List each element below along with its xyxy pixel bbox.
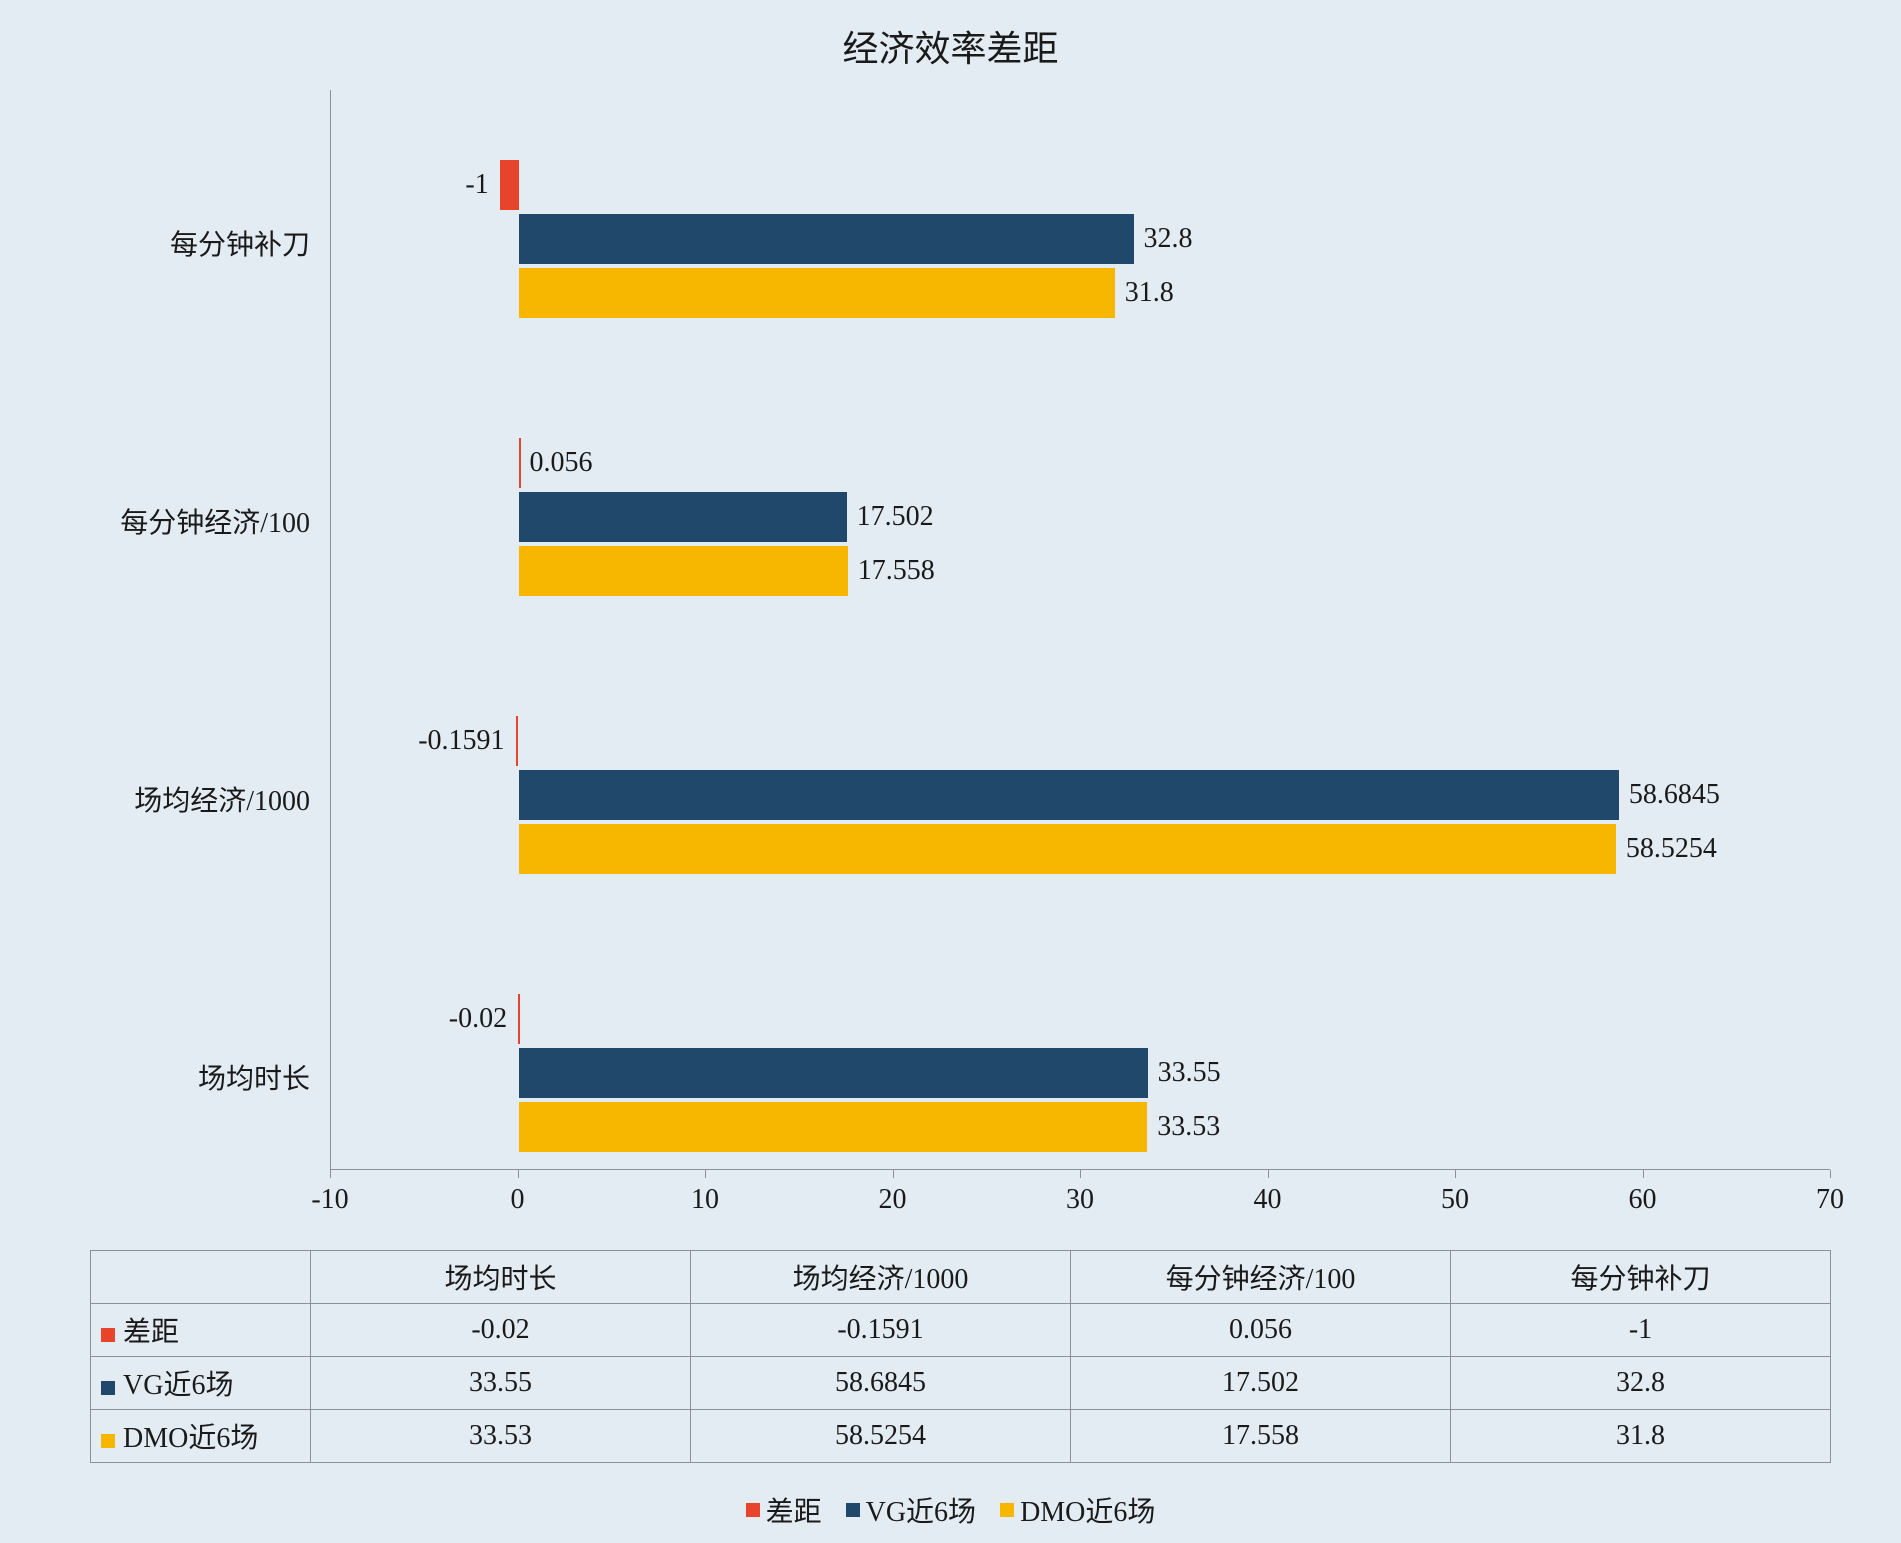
legend-item: VG近6场 (846, 1490, 976, 1530)
table-cell: 58.5254 (691, 1410, 1071, 1463)
legend-label: DMO近6场 (1020, 1497, 1155, 1528)
series-name-label: 差距 (123, 1317, 179, 1348)
bar-value-label: 17.558 (858, 555, 935, 587)
table-row: VG近6场 33.5558.684517.50232.8 (91, 1357, 1831, 1410)
legend-item: DMO近6场 (1000, 1490, 1155, 1530)
table-row: DMO近6场 33.5358.525417.55831.8 (91, 1410, 1831, 1463)
table-cell: 31.8 (1451, 1410, 1831, 1463)
plot-area: -1 32.8 31.8 0.056 17.502 17.558 -0.1591 58.684… (330, 90, 1830, 1170)
bar-value-label: 0.056 (530, 447, 593, 479)
plot-inner: -1 32.8 31.8 0.056 17.502 17.558 -0.1591 58.684… (331, 90, 1830, 1169)
bar-value-label: 58.6845 (1629, 779, 1720, 811)
data-table: 场均时长场均经济/1000每分钟经济/100每分钟补刀差距 -0.02-0.159… (90, 1250, 1831, 1463)
table-column-header: 场均经济/1000 (691, 1251, 1071, 1304)
category-label: 场均经济/1000 (0, 779, 310, 819)
bar-value-label: 17.502 (857, 501, 934, 533)
table-column-header: 场均时长 (311, 1251, 691, 1304)
category-label: 每分钟经济/100 (0, 501, 310, 541)
table-cell: 17.502 (1071, 1357, 1451, 1410)
chart-title: 经济效率差距 (0, 20, 1901, 72)
bar-vg (519, 1048, 1148, 1098)
legend-label: VG近6场 (866, 1497, 976, 1528)
table-corner-cell (91, 1251, 311, 1304)
table-cell: 33.53 (311, 1410, 691, 1463)
series-name-label: VG近6场 (123, 1370, 233, 1401)
table-column-header: 每分钟经济/100 (1071, 1251, 1451, 1304)
bar-diff (500, 160, 519, 210)
x-tick: 50 (1441, 1184, 1469, 1216)
bar-vg (519, 492, 847, 542)
category-label: 场均时长 (0, 1057, 310, 1097)
legend-item: 差距 (746, 1490, 822, 1530)
table-row-header: DMO近6场 (91, 1410, 311, 1463)
table-cell: 0.056 (1071, 1304, 1451, 1357)
table-cell: 58.6845 (691, 1357, 1071, 1410)
x-tick: 60 (1629, 1184, 1657, 1216)
bar-value-label: 33.55 (1158, 1057, 1221, 1089)
table-cell: -1 (1451, 1304, 1831, 1357)
bar-dmo (519, 268, 1115, 318)
bar-value-label: -0.1591 (418, 725, 504, 757)
table-cell: -0.02 (311, 1304, 691, 1357)
bar-dmo (519, 824, 1616, 874)
legend-swatch-icon (101, 1328, 115, 1342)
bar-vg (519, 770, 1619, 820)
x-tick: 40 (1254, 1184, 1282, 1216)
legend-label: 差距 (766, 1497, 822, 1528)
x-tick: 70 (1816, 1184, 1844, 1216)
x-tick: 0 (511, 1184, 525, 1216)
bar-dmo (519, 546, 848, 596)
bar-value-label: 31.8 (1125, 277, 1174, 309)
bar-value-label: -0.02 (449, 1003, 507, 1035)
legend: 差距 VG近6场 DMO近6场 (0, 1490, 1901, 1530)
table-row-header: 差距 (91, 1304, 311, 1357)
bar-value-label: 33.53 (1157, 1111, 1220, 1143)
table-row-header: VG近6场 (91, 1357, 311, 1410)
bar-diff (516, 716, 519, 766)
bar-value-label: 58.5254 (1626, 833, 1717, 865)
table-row: 差距 -0.02-0.15910.056-1 (91, 1304, 1831, 1357)
table-cell: 33.55 (311, 1357, 691, 1410)
bar-value-label: -1 (465, 169, 488, 201)
legend-swatch-icon (101, 1381, 115, 1395)
legend-swatch-icon (846, 1503, 860, 1517)
bar-diff (518, 994, 520, 1044)
bar-value-label: 32.8 (1144, 223, 1193, 255)
category-label: 每分钟补刀 (0, 223, 310, 263)
legend-swatch-icon (101, 1434, 115, 1448)
bar-diff (519, 438, 521, 488)
legend-swatch-icon (746, 1503, 760, 1517)
x-tick: -10 (311, 1184, 348, 1216)
chart-container: 经济效率差距 -132.831.80.05617.50217.558-0.159… (0, 0, 1901, 1543)
bar-dmo (519, 1102, 1148, 1152)
table-cell: 32.8 (1451, 1357, 1831, 1410)
series-name-label: DMO近6场 (123, 1423, 258, 1454)
x-tick: 20 (879, 1184, 907, 1216)
table-cell: -0.1591 (691, 1304, 1071, 1357)
table-column-header: 每分钟补刀 (1451, 1251, 1831, 1304)
x-tick: 30 (1066, 1184, 1094, 1216)
legend-swatch-icon (1000, 1503, 1014, 1517)
bar-vg (519, 214, 1134, 264)
x-tick: 10 (691, 1184, 719, 1216)
table-cell: 17.558 (1071, 1410, 1451, 1463)
